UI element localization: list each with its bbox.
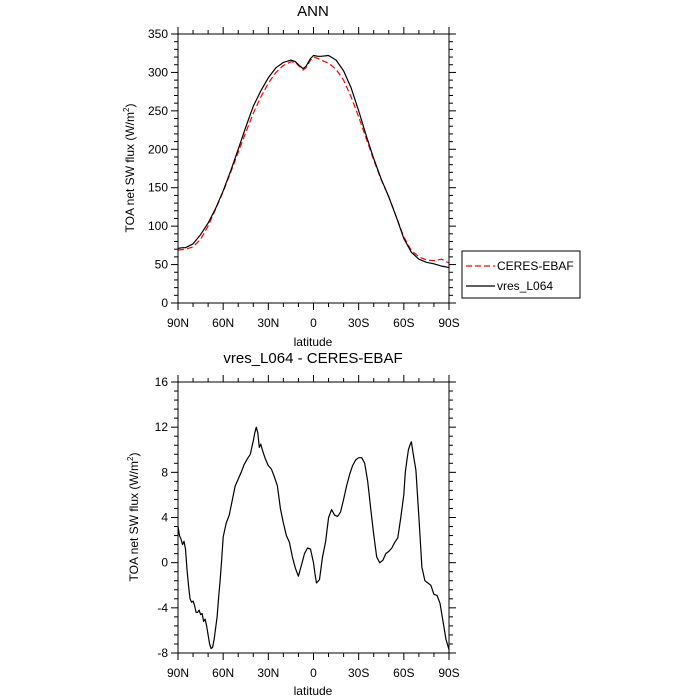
x-tick-label: 30S [348, 666, 369, 680]
y-axis-label: TOA net SW flux (W/m2) [122, 104, 137, 233]
y-tick-label: 350 [148, 27, 168, 41]
legend-label-ceres-ebaf: CERES-EBAF [497, 259, 574, 273]
plot-frame [177, 381, 450, 654]
x-tick-labels: 90N 60N 30N 0 30S 60S 90S [167, 316, 460, 330]
x-tick-label: 30S [348, 316, 369, 330]
x-tick-label: 60S [393, 316, 414, 330]
x-tick-label: 90S [438, 316, 459, 330]
x-tick-label: 30N [257, 666, 279, 680]
y-tick-label: 8 [161, 465, 168, 479]
x-tick-label: 60N [212, 666, 234, 680]
y-tick-label: 250 [148, 104, 168, 118]
x-axis-label: latitude [294, 684, 333, 698]
y-tick-labels: -8 -4 0 4 8 12 16 [155, 375, 169, 660]
y-axis-label: TOA net SW flux (W/m2) [126, 453, 141, 582]
x-tick-label: 90S [438, 666, 459, 680]
y-tick-marks [171, 381, 456, 654]
y-tick-marks [171, 33, 456, 304]
x-tick-labels: 90N 60N 30N 0 30S 60S 90S [167, 666, 460, 680]
x-tick-label: 90N [167, 666, 189, 680]
y-tick-label: 50 [155, 258, 169, 272]
y-tick-label: 12 [155, 420, 169, 434]
y-tick-label: -8 [157, 646, 168, 660]
x-tick-label: 30N [257, 316, 279, 330]
y-tick-label: 150 [148, 181, 168, 195]
y-tick-labels: 0 50 100 150 200 250 300 350 [148, 27, 168, 310]
series-line-vres-l064 [177, 54, 450, 269]
plot-frame [177, 33, 450, 304]
chart-title: ANN [297, 3, 329, 20]
y-tick-label: 4 [161, 511, 168, 525]
y-tick-label: 200 [148, 142, 168, 156]
panel-difference: vres_L064 - CERES-EBAF -8 -4 0 4 8 12 16 90N 60… [126, 350, 460, 698]
chart-title: vres_L064 - CERES-EBAF [223, 350, 402, 367]
y-tick-label: 0 [161, 296, 168, 310]
series-line-ceres-ebaf [177, 56, 450, 264]
x-axis-label: latitude [294, 335, 333, 349]
legend-entry-ceres-ebaf: CERES-EBAF [466, 259, 574, 273]
series-lines [177, 54, 450, 269]
y-tick-label: 300 [148, 65, 168, 79]
y-tick-label: 100 [148, 219, 168, 233]
y-tick-label: 0 [161, 556, 168, 570]
x-tick-marks [177, 27, 450, 310]
series-line-difference [177, 426, 450, 650]
series-lines [177, 426, 450, 650]
legend: CERES-EBAF vres_L064 [461, 250, 581, 299]
x-tick-label: 60S [393, 666, 414, 680]
legend-frame [461, 250, 581, 299]
x-tick-label: 0 [310, 666, 317, 680]
x-tick-label: 90N [167, 316, 189, 330]
legend-label-vres-l064: vres_L064 [497, 279, 553, 293]
x-tick-label: 60N [212, 316, 234, 330]
legend-entry-vres-l064: vres_L064 [466, 279, 553, 293]
panel-annual-flux: ANN 0 50 100 150 200 250 300 350 90N 60N 30N 0 30S 6… [122, 3, 581, 349]
x-tick-marks [177, 375, 450, 660]
y-tick-label: 16 [155, 375, 169, 389]
x-tick-label: 0 [310, 316, 317, 330]
y-tick-label: -4 [157, 601, 168, 615]
